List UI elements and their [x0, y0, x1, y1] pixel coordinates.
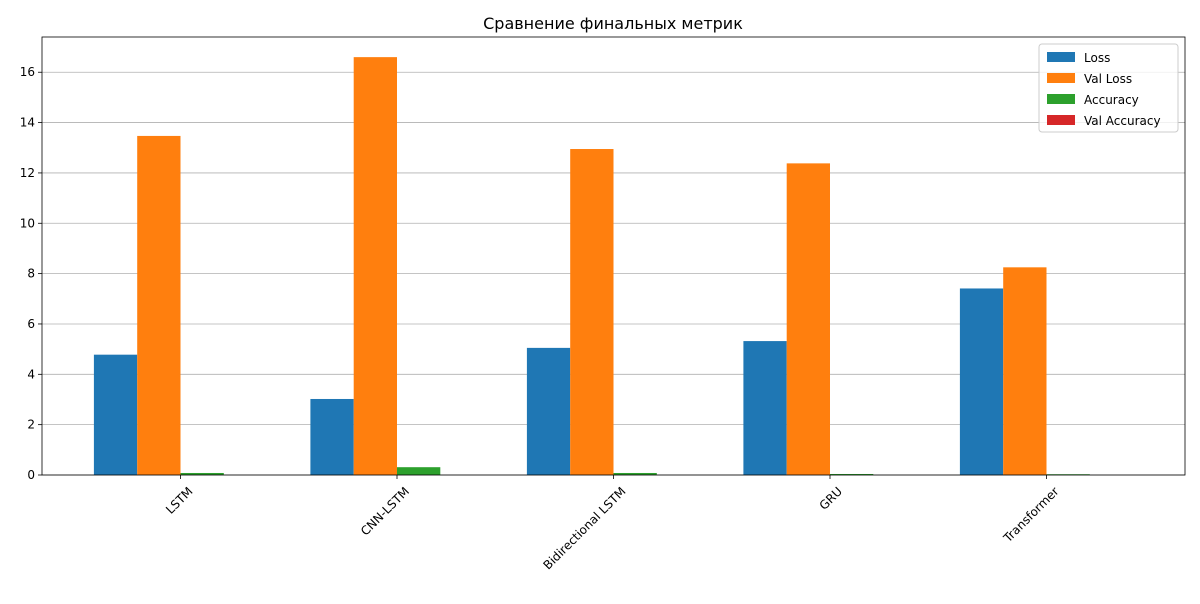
x-tick-label: CNN-LSTM	[358, 484, 412, 538]
y-tick-label: 10	[20, 216, 35, 230]
x-tick-label: Bidirectional LSTM	[540, 484, 628, 572]
legend-swatch-val-loss	[1047, 73, 1075, 83]
bar-val-loss-cnn-lstm	[353, 57, 397, 475]
legend-label-accuracy: Accuracy	[1084, 93, 1139, 107]
bar-val-loss-lstm	[137, 135, 181, 475]
y-tick-label: 12	[20, 166, 35, 180]
legend-label-val-accuracy: Val Accuracy	[1084, 114, 1161, 128]
y-tick-label: 4	[27, 367, 35, 381]
y-tick-label: 14	[20, 116, 35, 130]
bar-val-loss-bidirectional-lstm	[570, 149, 614, 475]
bar-val-loss-transformer	[1003, 267, 1047, 475]
legend: Loss Val Loss Accuracy Val Accuracy	[1038, 43, 1179, 133]
bar-loss-gru	[743, 341, 787, 475]
y-tick-label: 16	[20, 65, 35, 79]
bar-accuracy-bidirectional-lstm	[613, 472, 657, 475]
legend-swatch-accuracy	[1047, 94, 1075, 104]
y-tick-label: 0	[27, 468, 35, 482]
legend-label-val-loss: Val Loss	[1084, 72, 1132, 86]
y-tick-label: 8	[27, 267, 35, 281]
plot-frame	[41, 36, 1186, 476]
x-tick-label: LSTM	[163, 484, 196, 517]
bars-layer	[93, 57, 1090, 475]
bar-accuracy-lstm	[180, 472, 224, 475]
x-tick-label: Transformer	[1000, 484, 1062, 546]
legend-swatch-val-accuracy	[1047, 115, 1075, 125]
x-tick-label: GRU	[817, 484, 846, 513]
bar-accuracy-gru	[830, 473, 874, 475]
bar-loss-lstm	[93, 354, 138, 475]
bar-loss-cnn-lstm	[310, 398, 354, 475]
legend-label-loss: Loss	[1084, 51, 1110, 65]
chart-title: Сравнение финальных метрик	[483, 14, 743, 33]
y-tick-label: 6	[27, 317, 35, 331]
bar-loss-transformer	[959, 288, 1004, 475]
bar-loss-bidirectional-lstm	[526, 347, 571, 475]
y-tick-label: 2	[27, 418, 35, 432]
legend-swatch-loss	[1047, 52, 1075, 62]
legend-frame	[1038, 43, 1179, 133]
bar-accuracy-cnn-lstm	[397, 467, 441, 475]
bar-val-loss-gru	[786, 163, 830, 475]
